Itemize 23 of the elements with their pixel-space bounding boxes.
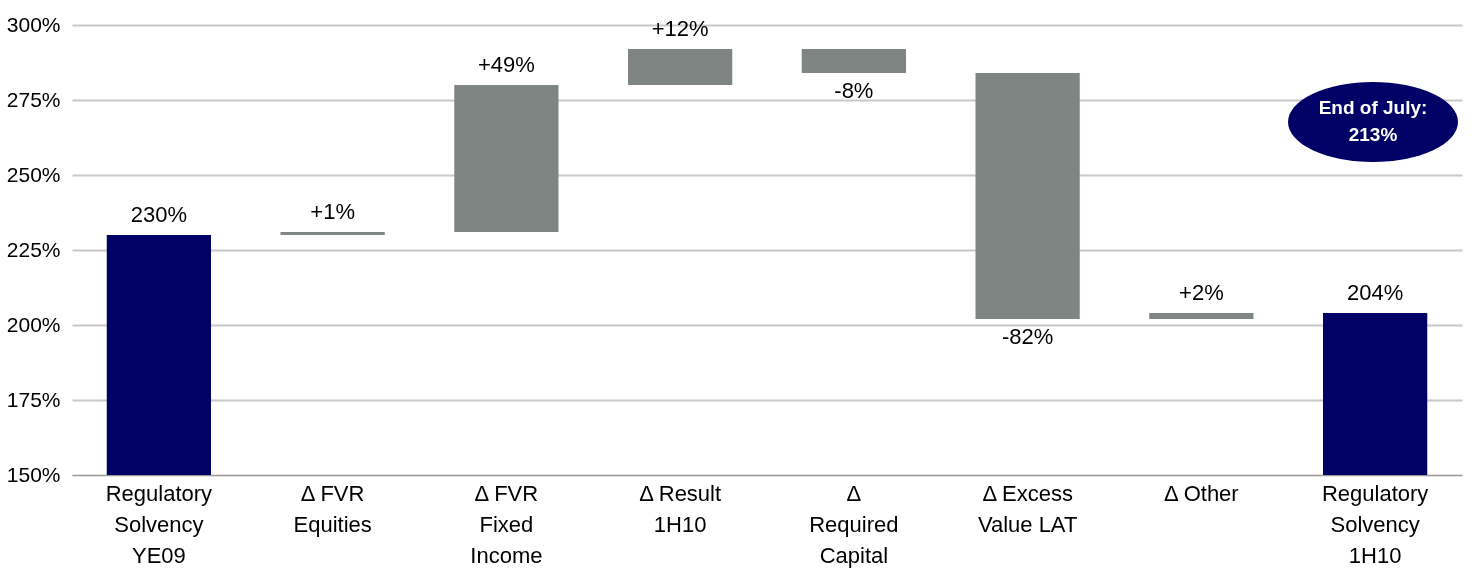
data-label: 204% <box>1346 280 1404 305</box>
x-tick-label: Δ Required Capital <box>809 480 899 568</box>
x-tick-label: Regulatory Solvency YE09 <box>105 480 213 568</box>
y-tick-label: 200% <box>6 312 61 336</box>
y-tick-label: 175% <box>6 387 61 411</box>
y-tick-label: 300% <box>6 12 61 36</box>
x-tick-label: Δ Excess Value LAT <box>977 480 1078 537</box>
x-tick-label: Δ FVR Fixed Income <box>470 480 543 568</box>
x-tick-label: Regulatory Solvency 1H10 <box>1321 480 1429 568</box>
data-label: 230% <box>130 202 188 227</box>
y-tick-label: 225% <box>6 237 61 261</box>
x-tick-label: Δ Other <box>1164 480 1239 506</box>
data-label: -82% <box>1001 324 1054 349</box>
y-tick-label: 150% <box>6 462 61 486</box>
y-tick-label: 275% <box>6 87 61 111</box>
data-label: +2% <box>1179 280 1224 305</box>
x-tick-label: Δ FVR Equities <box>293 480 372 537</box>
data-label: +12% <box>651 16 709 41</box>
data-label: +49% <box>477 52 535 77</box>
x-tick-label: Δ Result 1H10 <box>639 480 722 537</box>
data-label: +1% <box>310 199 355 224</box>
y-tick-label: 250% <box>6 162 61 186</box>
data-label: -8% <box>834 78 874 103</box>
